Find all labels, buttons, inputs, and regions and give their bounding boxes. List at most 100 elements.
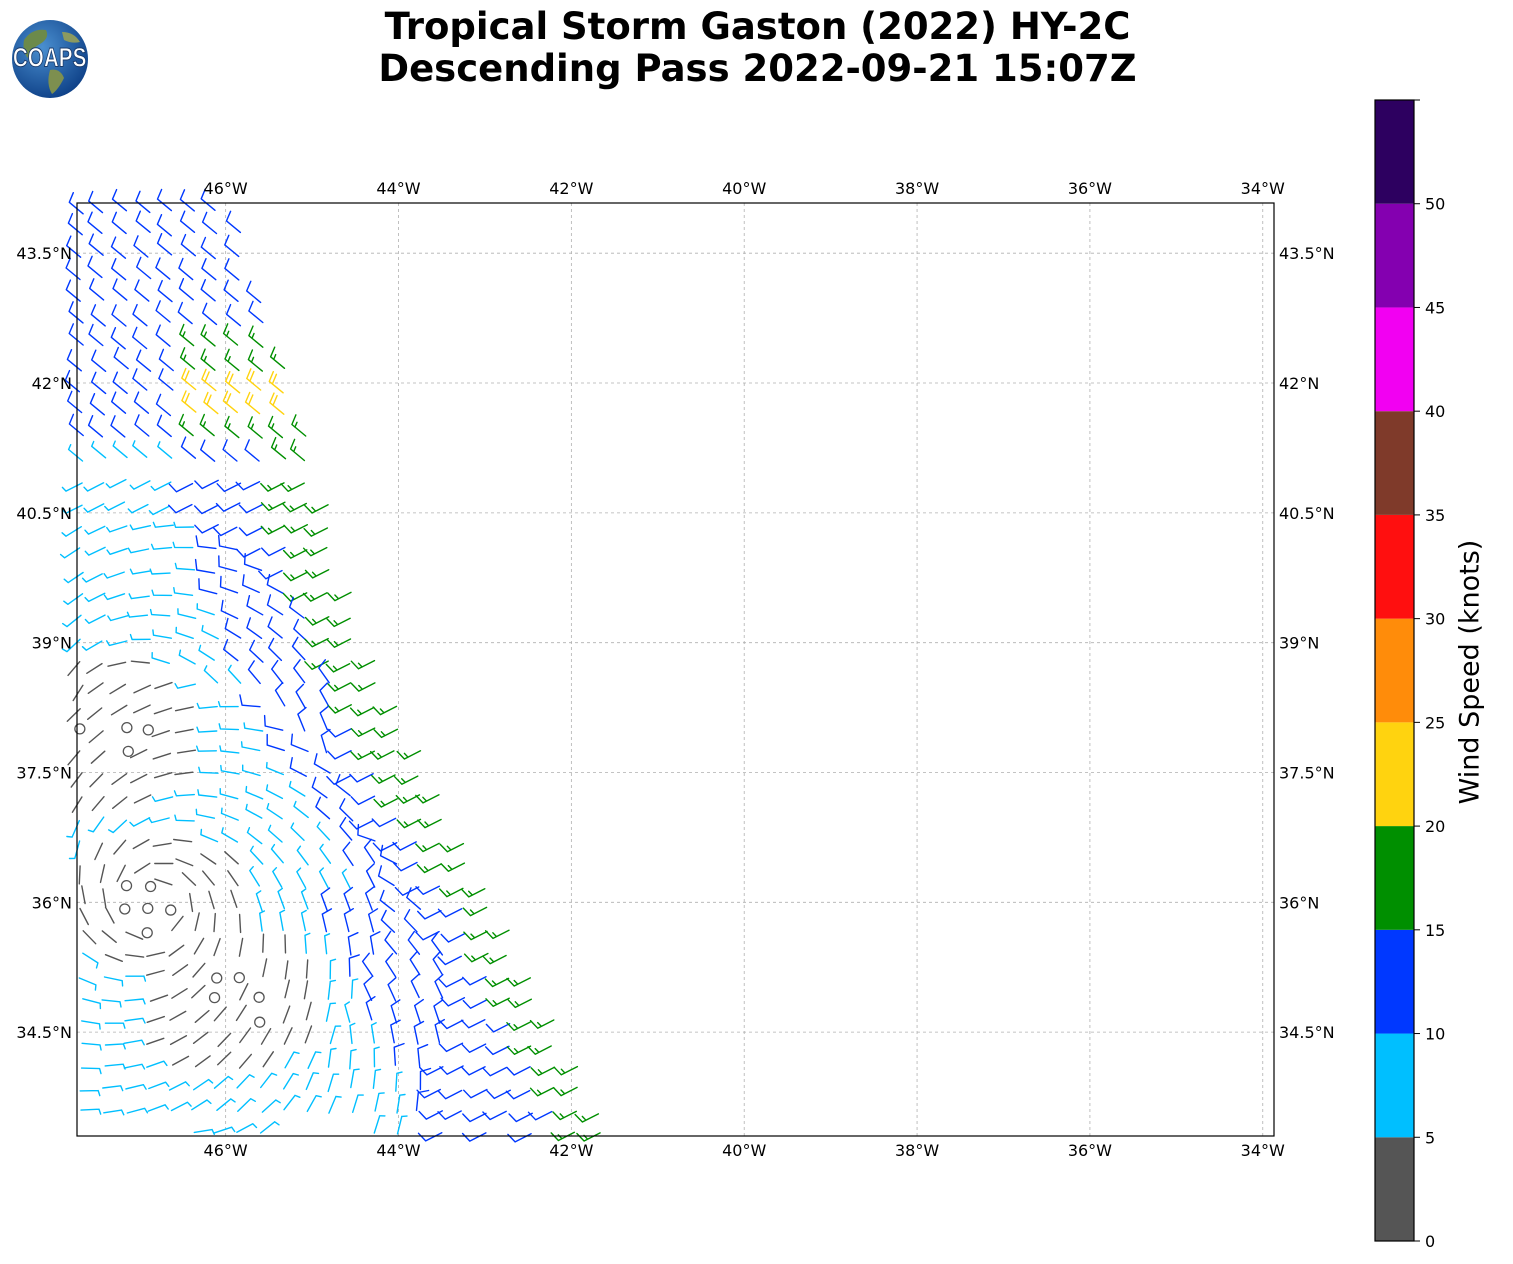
lon-tick-label-bottom: 40°W [722, 1141, 766, 1160]
colorbar-frame [1374, 99, 1415, 1242]
wind-barb [109, 683, 127, 695]
wind-barb [173, 790, 195, 797]
wind-barb [178, 257, 194, 281]
wind-barb [132, 838, 150, 850]
wind-barb [417, 818, 442, 829]
wind-barb [283, 1094, 301, 1111]
wind-barb [339, 816, 353, 841]
wind-barb [217, 701, 239, 708]
wind-barb [168, 482, 194, 493]
colorbar-bin [1375, 307, 1414, 412]
wind-barb [296, 867, 307, 889]
wind-barb [279, 909, 286, 931]
wind-barb [320, 728, 331, 754]
wind-barb [67, 750, 81, 766]
wind-barb [158, 348, 174, 372]
wind-barb [191, 1099, 212, 1111]
wind-barb [65, 257, 81, 281]
colorbar-bin [1375, 722, 1414, 827]
wind-barb [304, 1025, 313, 1044]
wind-barb [282, 1005, 291, 1024]
wind-barb [224, 851, 239, 865]
wind-barb [396, 1115, 408, 1135]
wind-barb [326, 617, 351, 628]
colorbar-bin [1375, 1137, 1414, 1241]
wind-barb [201, 211, 218, 235]
wind-barb [200, 853, 217, 865]
wind-barb [463, 1088, 488, 1099]
wind-barb [249, 845, 264, 865]
wind-barb [304, 504, 329, 514]
wind-barb [327, 728, 352, 738]
wind-barb [68, 301, 84, 324]
colorbar-bin [1375, 514, 1414, 619]
wind-barb [311, 776, 328, 799]
wind-barb [125, 975, 147, 982]
wind-barb [124, 998, 146, 1005]
wind-barb [103, 571, 125, 579]
wind-barb [81, 573, 103, 583]
wind-barb [437, 1110, 462, 1120]
wind-barb [506, 977, 531, 987]
wind-barb [244, 391, 261, 415]
wind-barb [104, 501, 126, 511]
wind-barb [395, 1071, 403, 1092]
wind-barb [431, 931, 444, 956]
wind-barb [247, 416, 263, 439]
wind-barb [81, 885, 86, 905]
wind-barb [179, 189, 195, 212]
wind-barb [80, 1067, 102, 1075]
wind-barb [156, 188, 173, 212]
lat-tick-label-right: 40.5°N [1279, 504, 1335, 523]
wind-barb [485, 1045, 510, 1056]
wind-barb [327, 979, 337, 1000]
wind-barb [348, 954, 360, 977]
wind-barb [103, 1109, 125, 1116]
wind-barb [174, 683, 196, 689]
wind-barb [199, 413, 215, 437]
wind-barb [392, 841, 417, 851]
wind-barb [529, 1019, 555, 1029]
wind-barb [344, 1001, 351, 1023]
wind-barb [350, 682, 376, 692]
wind-barb [155, 324, 171, 347]
wind-barb [291, 636, 306, 661]
wind-barb [240, 741, 261, 752]
wind-barb [368, 908, 379, 933]
wind-barb [133, 684, 152, 694]
wind-barb [271, 659, 284, 684]
wind-barb [212, 526, 238, 537]
wind-barb [365, 996, 376, 1021]
wind-barb [325, 1002, 337, 1022]
wind-barb [217, 1051, 232, 1066]
colorbar-tick-label: 35 [1425, 506, 1445, 525]
wind-barb [132, 368, 148, 391]
wind-barb [246, 827, 263, 845]
wind-barb [373, 728, 399, 739]
wind-barb [152, 629, 172, 639]
wind-barb [293, 659, 306, 684]
calm-wind-marker [121, 721, 133, 734]
wind-barb [262, 958, 268, 978]
wind-barb [83, 503, 105, 513]
wind-barb [61, 526, 82, 537]
calm-wind-marker [120, 879, 133, 892]
wind-barb [170, 1101, 192, 1112]
wind-barb [238, 526, 264, 537]
wind-barb [277, 887, 285, 910]
wind-barb [290, 822, 305, 841]
wind-barb [230, 889, 238, 908]
wind-barb [342, 841, 354, 867]
wind-barb [133, 794, 152, 804]
wind-barb [218, 534, 238, 551]
wind-barb [239, 694, 261, 708]
wind-barb [484, 977, 510, 988]
wind-barb [112, 440, 128, 459]
wind-barb [372, 842, 398, 852]
wind-barb [227, 870, 239, 887]
wind-barb [82, 930, 97, 945]
wind-barb [178, 413, 194, 437]
wind-barb [260, 525, 286, 535]
colorbar-tick-label: 15 [1425, 921, 1445, 940]
